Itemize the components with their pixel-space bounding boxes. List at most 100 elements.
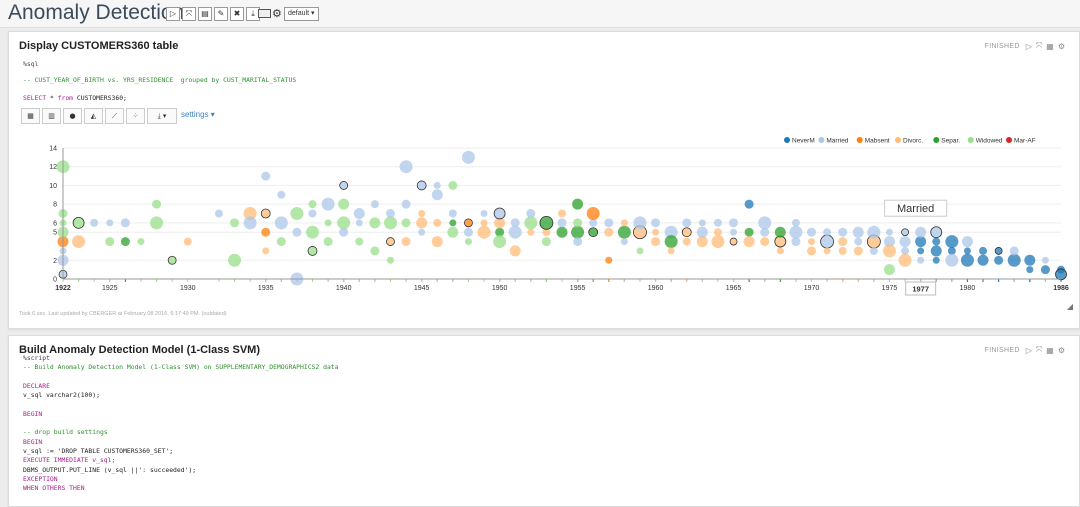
code-line[interactable]: -- Build Anomaly Detection Model (1-Clas… [23, 363, 339, 372]
data-point [774, 226, 786, 238]
run-icon[interactable]: ▷ [1025, 345, 1032, 355]
code-line[interactable]: -- CUST_YEAR_OF_BIRTH vs. YRS_RESIDENCE … [23, 76, 297, 84]
scatter-chart: NeverM Married Mabsent Divorc. Separ. Widowed… [49, 137, 1069, 296]
code-line[interactable]: DECLARE [23, 381, 50, 390]
data-point [604, 227, 614, 237]
code-line[interactable]: BEGIN [23, 437, 43, 446]
code-line[interactable]: v_sql := 'DROP TABLE CUSTOMERS360_SET'; [23, 447, 174, 455]
data-point [994, 255, 1004, 265]
data-point [399, 160, 413, 174]
play-icon[interactable]: ▷ [166, 7, 180, 21]
data-point [854, 237, 863, 246]
data-point [542, 228, 551, 237]
download-dropdown[interactable]: ⤓ ▾ [147, 108, 177, 124]
data-point [930, 245, 942, 257]
expand-icon[interactable]: ⤧ [1035, 345, 1043, 354]
data-point [274, 216, 288, 230]
code-line[interactable]: WHEN OTHERS THEN [23, 484, 85, 493]
hide-output-icon[interactable]: ▤ [198, 7, 212, 21]
area-chart-icon[interactable]: ◭ [84, 108, 103, 124]
data-point [72, 235, 86, 249]
code-line[interactable]: %script [23, 354, 50, 362]
table-icon[interactable]: ▦ [1046, 41, 1054, 51]
legend-label: Widowed [976, 138, 1003, 145]
resize-handle-icon[interactable]: ◢ [1066, 302, 1073, 311]
table-icon[interactable]: ▦ [1046, 345, 1054, 355]
data-point [448, 209, 457, 218]
line-chart-icon[interactable]: ⟋ [105, 108, 124, 124]
trash-icon[interactable]: ✖ [230, 7, 244, 21]
data-point [713, 218, 722, 227]
data-point [493, 207, 506, 220]
data-point [323, 237, 333, 247]
data-point [558, 209, 566, 218]
data-point [838, 237, 848, 247]
run-icon[interactable]: ▷ [1025, 41, 1032, 51]
status-text: FINISHED [984, 42, 1020, 50]
code-line[interactable]: EXCEPTION [23, 474, 58, 483]
legend-label: NeverM [792, 138, 815, 145]
data-point [713, 228, 722, 237]
data-point [945, 253, 959, 267]
keyboard-icon[interactable] [258, 9, 271, 18]
data-point [464, 218, 473, 228]
data-point [308, 209, 317, 218]
settings-link[interactable]: settings ▾ [181, 110, 215, 119]
data-point [573, 237, 583, 247]
data-point [214, 209, 223, 218]
hide-code-icon[interactable]: ⤧ [182, 7, 196, 21]
clear-icon[interactable]: ✎ [214, 7, 228, 21]
code-line[interactable]: BEGIN [23, 409, 43, 418]
data-point [1026, 266, 1034, 274]
data-point [915, 236, 927, 248]
data-point [228, 253, 242, 267]
x-tick-label: 1986 [1053, 285, 1069, 292]
data-point [620, 238, 628, 246]
settings-icon[interactable]: ⚙ [1057, 41, 1065, 51]
data-point [369, 217, 381, 229]
data-point [510, 218, 520, 228]
data-point [137, 238, 145, 246]
y-tick-label: 0 [53, 277, 57, 284]
y-tick-label: 10 [49, 183, 57, 190]
pie-chart-icon[interactable]: ● [63, 108, 82, 124]
data-point [527, 228, 535, 236]
table-view-icon[interactable]: ▦ [21, 108, 40, 124]
expand-icon[interactable]: ⤧ [1035, 41, 1043, 50]
interpreter-select[interactable]: default ▾ [284, 7, 319, 21]
data-point [636, 247, 644, 255]
paragraph-title[interactable]: Build Anomaly Detection Model (1-Class S… [19, 344, 261, 356]
data-point [898, 253, 912, 267]
code-line[interactable]: DBMS_OUTPUT.PUT_LINE (v_sql ||': succeed… [23, 465, 197, 474]
data-point [524, 216, 538, 230]
data-point [105, 237, 115, 247]
x-tick-label: 1935 [258, 285, 274, 292]
x-tick-label: 1930 [180, 285, 196, 292]
code-line[interactable]: -- drop build settings [23, 428, 108, 437]
data-point [556, 226, 568, 238]
data-point [401, 237, 411, 247]
data-point [963, 247, 971, 255]
bar-chart-icon[interactable]: ▥ [42, 108, 61, 124]
data-point [431, 236, 443, 248]
tooltip-box [884, 199, 948, 217]
data-point [651, 237, 661, 247]
code-line[interactable]: SELECT * from CUSTOMERS360; [23, 94, 127, 102]
code-line[interactable]: %sql [23, 60, 39, 68]
x-tick-label: 1975 [882, 285, 898, 292]
data-point [930, 226, 943, 239]
y-tick-label: 2 [53, 258, 57, 265]
code-line[interactable]: v_sql varchar2(100); [23, 391, 100, 400]
gear-icon[interactable]: ⚙ [272, 7, 282, 20]
code-line[interactable]: EXECUTE IMMEDIATE v_sql; [23, 456, 116, 465]
data-point [243, 216, 257, 230]
scatter-chart-icon[interactable]: ⁘ [126, 108, 145, 124]
notebook-toolbar: ▷ ⤧ ▤ ✎ ✖ ⤓ [166, 7, 260, 21]
settings-icon[interactable]: ⚙ [1057, 345, 1065, 355]
legend-swatch [967, 137, 974, 143]
data-point [1009, 246, 1019, 256]
data-point [401, 218, 411, 228]
paragraph-title[interactable]: Display CUSTOMERS360 table [19, 40, 179, 52]
data-point [370, 200, 379, 209]
notebook-title[interactable]: Anomaly Detection [8, 1, 185, 24]
